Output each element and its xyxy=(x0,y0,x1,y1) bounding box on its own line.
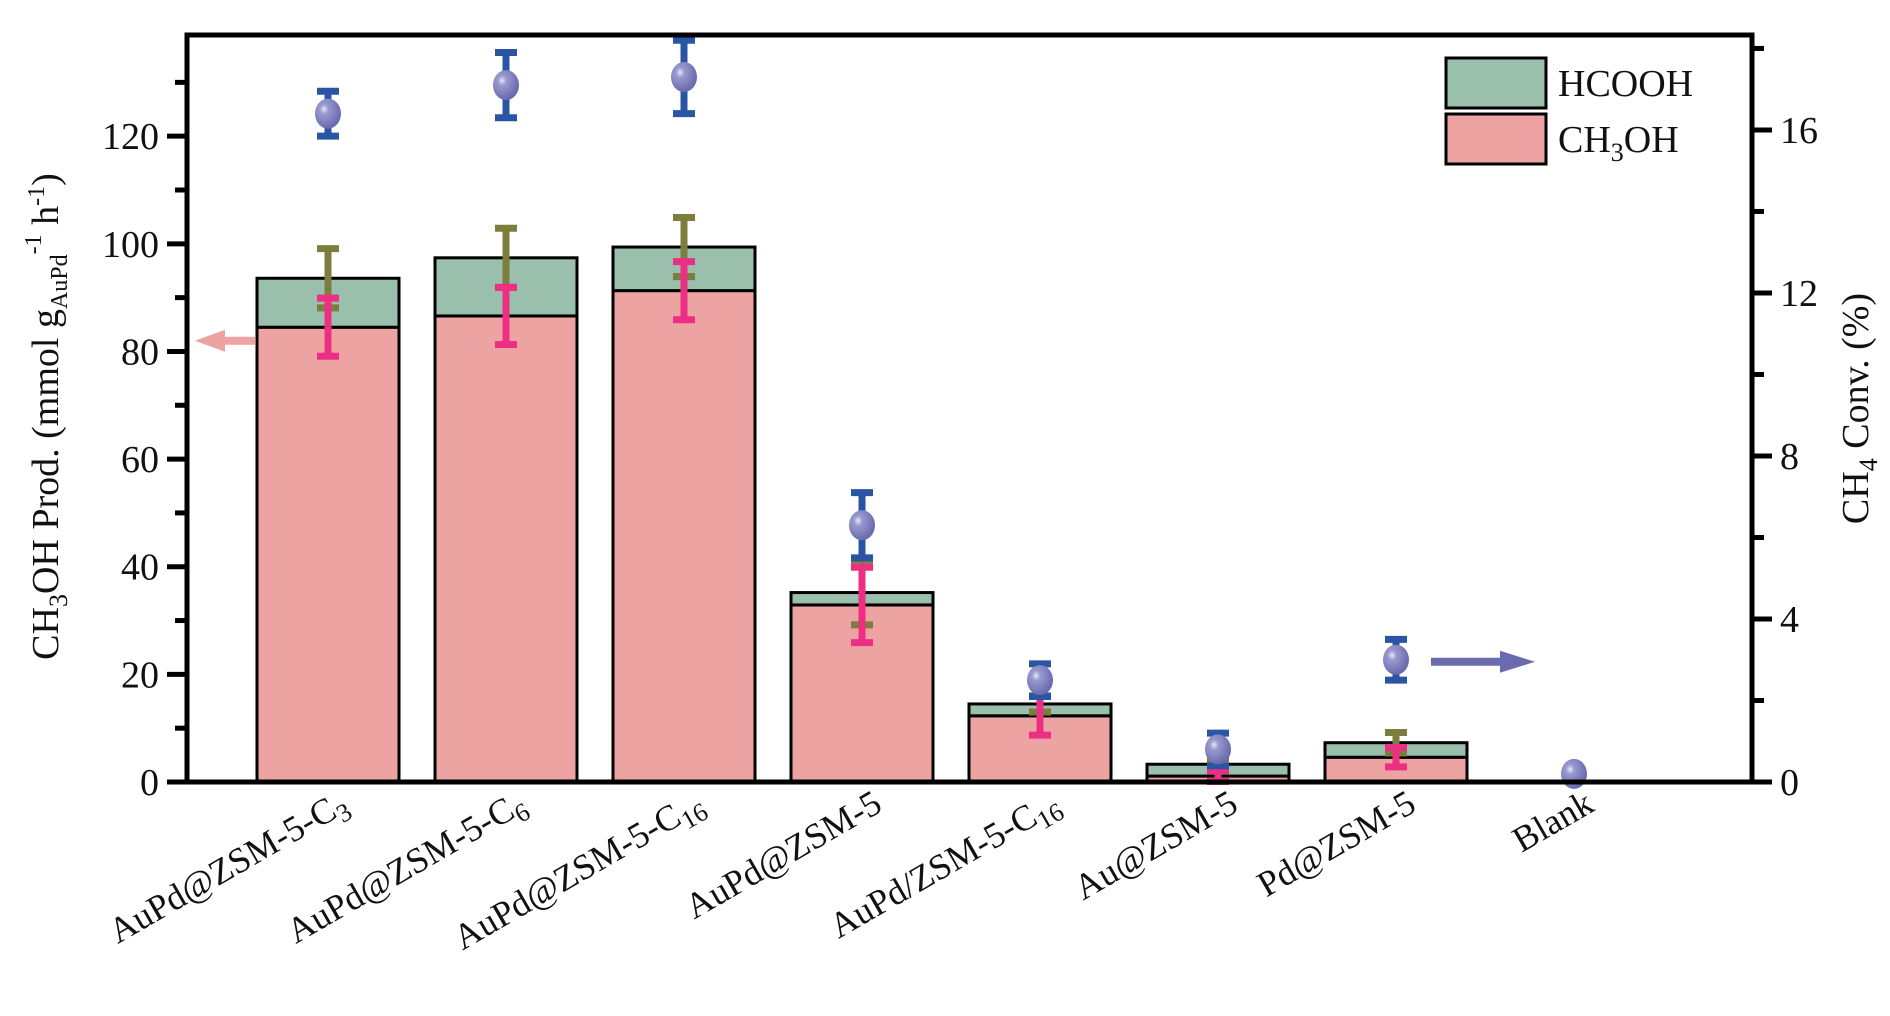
y-tick-label: 80 xyxy=(121,331,159,373)
y-axis-title: CH3OH Prod. (mmol gAuPd-1 h-1) xyxy=(21,173,73,660)
y-title-part: OH Prod. (mmol g xyxy=(25,309,67,594)
legend-label-ch3oh: CH3OH xyxy=(1558,119,1679,167)
legend-label-part: CH xyxy=(1558,119,1611,161)
errorbar-ch3oh xyxy=(851,563,873,647)
conversion-point xyxy=(849,510,875,541)
legend-label-part: HCOOH xyxy=(1558,63,1693,105)
conversion-point xyxy=(1205,734,1231,765)
y-title-superscript: -1 xyxy=(21,234,47,254)
bar-ch3oh xyxy=(611,289,757,784)
x-tick-label-main: Blank xyxy=(1506,782,1600,860)
x-tick-label: Au@ZSM-5 xyxy=(1067,782,1244,907)
y-tick-label: 40 xyxy=(121,547,159,589)
legend: HCOOH CH3OH xyxy=(1444,56,1693,167)
x-tick-label-main: Pd@ZSM-5 xyxy=(1250,782,1422,904)
conversion-point xyxy=(315,98,341,129)
y2-axis-title: CH4 Conv. (%) xyxy=(1835,293,1883,524)
y2-tick-label: 0 xyxy=(1780,762,1799,804)
y2-tick-label: 8 xyxy=(1780,436,1799,478)
conversion-point xyxy=(1383,644,1409,675)
y2-tick-label: 16 xyxy=(1780,110,1818,152)
left-arrow-head xyxy=(195,329,225,352)
x-tick-label: Pd@ZSM-5 xyxy=(1250,782,1422,904)
legend-swatch-ch3oh xyxy=(1444,112,1548,166)
right-axis-arrow xyxy=(1431,650,1535,673)
legend-label-hcooh: HCOOH xyxy=(1558,63,1693,105)
y2-title-part: CH xyxy=(1835,471,1877,524)
legend-label-part: OH xyxy=(1624,119,1679,161)
y-title-subscript: 3 xyxy=(44,594,73,607)
right-arrow-head xyxy=(1500,650,1535,673)
y-title-part: CH xyxy=(25,607,67,660)
conversion-point xyxy=(493,70,519,101)
axes-layer xyxy=(167,32,1772,785)
y-tick-label: 60 xyxy=(121,439,159,481)
legend-swatch-hcooh xyxy=(1444,56,1548,110)
conversion-point xyxy=(1027,665,1053,696)
y2-tick-label: 4 xyxy=(1780,599,1799,641)
y2-title-subscript: 4 xyxy=(1854,458,1883,471)
y2-tick-label: 12 xyxy=(1780,273,1818,315)
legend-label-subscript: 3 xyxy=(1611,138,1624,167)
errorbar-ch3oh xyxy=(495,283,517,348)
y-tick-label: 20 xyxy=(121,654,159,696)
y-title-part: h xyxy=(25,206,67,235)
y-tick-label: 120 xyxy=(102,116,159,158)
y2-title-part: Conv. (%) xyxy=(1835,293,1877,458)
y-title-superscript: -1 xyxy=(24,186,50,206)
x-tick-label-main: Au@ZSM-5 xyxy=(1067,782,1244,907)
bar-ch3oh xyxy=(433,314,579,784)
errorbar-ch3oh xyxy=(673,258,695,324)
conversion-point xyxy=(671,61,697,92)
plot-frame xyxy=(184,32,1755,785)
y-tick-label: 100 xyxy=(102,224,159,266)
x-tick-label: Blank xyxy=(1506,782,1600,860)
y-tick-label: 0 xyxy=(140,762,159,804)
left-axis-arrow xyxy=(195,329,255,352)
annotations-layer xyxy=(195,329,1535,673)
y-title-subscript: AuPd xyxy=(47,254,73,309)
y-title-part: ) xyxy=(25,173,67,186)
bar-ch3oh xyxy=(255,325,401,784)
errorbar-ch3oh xyxy=(317,294,339,360)
errorbars-layer xyxy=(317,213,1407,785)
errorbar-ch3oh xyxy=(1385,744,1407,771)
